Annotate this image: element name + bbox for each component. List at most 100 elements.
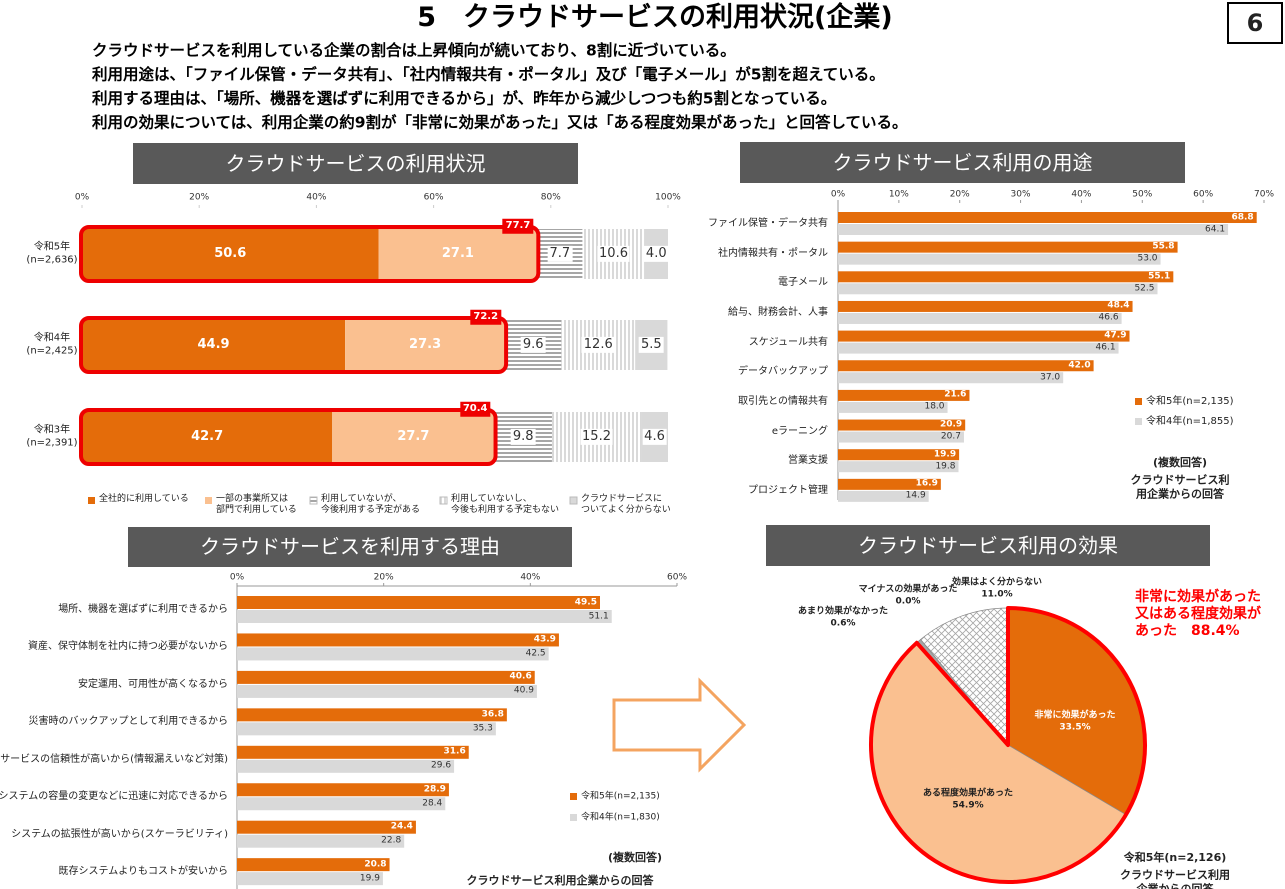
slice-value: 0.0% (896, 596, 921, 607)
bar (838, 283, 1158, 294)
legend-swatch (1135, 418, 1142, 425)
value-label: 35.3 (473, 723, 493, 734)
bar (838, 331, 1130, 342)
slice-value: 33.5% (1059, 722, 1090, 733)
slice-label: 効果はよく分からない (952, 577, 1042, 588)
legend-swatch (1135, 398, 1142, 405)
category-label: ファイル保管・データ共有 (708, 218, 828, 231)
legend-label: 利用していないし、 今後も利用する予定もない (451, 494, 559, 517)
value-label: 4.0 (644, 246, 669, 262)
category-label: 電子メール (778, 277, 828, 290)
category-label: eラーニング (772, 425, 828, 438)
value-label: 40.9 (514, 686, 534, 697)
legend-label: 利用していないが、 今後利用する予定がある (321, 494, 420, 517)
slice-value: 0.6% (831, 618, 856, 629)
category-label: 社内情報共有・ポータル (718, 247, 828, 260)
value-label: 19.8 (935, 461, 955, 472)
legend-swatch (570, 793, 577, 800)
x-tick-label: 40% (1071, 189, 1091, 200)
value-label: 52.5 (1134, 283, 1154, 294)
category-label: 給与、財務会計、人事 (728, 307, 828, 320)
value-label: 42.7 (191, 429, 223, 445)
bar (838, 242, 1178, 253)
value-label: 44.9 (198, 337, 230, 353)
value-label: 10.6 (597, 246, 630, 262)
legend-label: 令和5年(n=2,135) (1146, 396, 1234, 409)
value-label: 4.6 (642, 429, 667, 445)
bar (237, 708, 507, 721)
value-label: 43.9 (534, 634, 556, 645)
value-label: 20.9 (940, 419, 962, 430)
value-label: 5.5 (639, 337, 664, 353)
value-label: 20.8 (364, 859, 386, 870)
value-label: 40.6 (510, 672, 532, 683)
x-tick-label: 20% (189, 192, 209, 203)
x-tick-label: 10% (889, 189, 909, 200)
annotation: クラウドサービス利用企業からの回答 (467, 874, 654, 888)
legend-swatch (205, 497, 212, 504)
value-label: 36.8 (482, 709, 504, 720)
bar (237, 633, 559, 646)
legend-label: 全社的に利用している (99, 494, 189, 505)
value-label: 19.9 (934, 449, 956, 460)
x-tick-label: 40% (306, 192, 326, 203)
bar (237, 647, 549, 660)
x-tick-label: 0% (831, 189, 845, 200)
slice-value: 11.0% (981, 589, 1012, 600)
bar (237, 685, 537, 698)
bar (838, 360, 1094, 371)
value-label: 7.7 (548, 246, 573, 262)
chart-title: クラウドサービスの利用状況 (226, 151, 486, 176)
category-label: プロジェクト管理 (748, 485, 828, 498)
category-label: データバックアップ (738, 366, 828, 379)
page-number: 6 (1247, 8, 1264, 38)
x-tick-label: 20% (950, 189, 970, 200)
value-label: 51.1 (589, 611, 609, 622)
summary-line: クラウドサービスを利用している企業の割合は上昇傾向が続いており、8割に近づいてい… (92, 41, 736, 60)
value-label: 46.1 (1096, 342, 1116, 353)
category-label: 安定運用、可用性が高くなるから (78, 679, 228, 692)
value-label: 68.8 (1231, 212, 1253, 223)
page-title: 5 クラウドサービスの利用状況(企業) (417, 1, 892, 35)
x-tick-label: 30% (1011, 189, 1031, 200)
bar (237, 783, 449, 796)
value-label: 27.1 (442, 246, 474, 262)
slice-label: 非常に効果があった (1034, 710, 1115, 721)
x-tick-label: 20% (374, 572, 394, 583)
legend-swatch (310, 497, 317, 504)
slice-label: マイナスの効果があった (859, 584, 958, 595)
value-label: 24.4 (391, 822, 413, 833)
value-label: 46.6 (1099, 313, 1119, 324)
value-label: 64.1 (1205, 224, 1225, 235)
legend-label: 令和5年(n=2,135) (581, 791, 660, 802)
category-label: 令和4年 (n=2,425) (26, 333, 77, 358)
annotation: (複数回答) (608, 851, 662, 865)
legend-label: 令和4年(n=1,855) (1146, 416, 1234, 429)
x-tick-label: 60% (667, 572, 687, 583)
value-label: 48.4 (1107, 301, 1129, 312)
category-label: 令和5年 (n=2,636) (26, 242, 77, 267)
summary-line: 利用用途は、「ファイル保管・データ共有」、「社内情報共有・ポータル」及び「電子メ… (92, 65, 885, 84)
bar (237, 835, 404, 848)
x-tick-label: 50% (1132, 189, 1152, 200)
category-label: サービスの信頼性が高いから(情報漏えいなど対策) (0, 754, 228, 767)
bar (838, 254, 1161, 265)
summary-line: 利用の効果については、利用企業の約9割が「非常に効果があった」又は「ある程度効果… (92, 113, 908, 132)
bar (237, 797, 445, 810)
value-label: 22.8 (381, 836, 401, 847)
bar (838, 372, 1063, 383)
value-label: 55.8 (1152, 242, 1174, 253)
category-label: 場所、機器を選ばずに利用できるから (58, 604, 228, 617)
value-label: 20.7 (941, 431, 961, 442)
bar (237, 610, 612, 623)
value-label: 49.5 (575, 597, 597, 608)
arrow (614, 681, 744, 769)
value-label: 18.0 (924, 402, 944, 413)
value-label: 28.9 (424, 784, 446, 795)
total-label: 77.7 (503, 219, 534, 234)
legend-swatch (440, 497, 447, 504)
bar (838, 224, 1228, 235)
x-tick-label: 40% (520, 572, 540, 583)
value-label: 47.9 (1104, 330, 1126, 341)
value-label: 42.0 (1068, 360, 1090, 371)
